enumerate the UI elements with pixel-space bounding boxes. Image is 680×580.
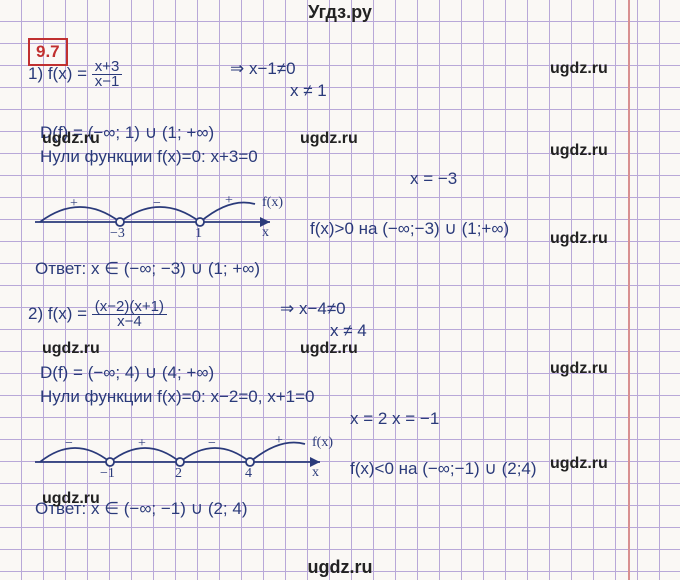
p2-xlabel: x bbox=[312, 465, 319, 480]
p2-condition1: ⇒ x−4≠0 bbox=[280, 298, 346, 320]
watermark-text: ugdz.ru bbox=[550, 360, 608, 378]
p2-flabel: f(x) bbox=[312, 435, 333, 450]
p2-sign1: − bbox=[65, 436, 73, 451]
p2-nuli-solution: x = 2 x = −1 bbox=[350, 408, 439, 430]
site-footer: ugdz.ru bbox=[0, 557, 680, 578]
p1-condition1: ⇒ x−1≠0 bbox=[230, 58, 296, 80]
p1-answer: Ответ: x ∈ (−∞; −3) ∪ (1; +∞) bbox=[35, 258, 260, 280]
p1-pt1: −3 bbox=[110, 226, 125, 241]
p2-pt3: 4 bbox=[245, 466, 252, 481]
watermark-text: ugdz.ru bbox=[550, 60, 608, 78]
watermark-text: ugdz.ru bbox=[550, 142, 608, 160]
p1-func-label: 1) f(x) = x+3 x−1 bbox=[28, 60, 122, 89]
watermark-text: ugdz.ru bbox=[550, 455, 608, 473]
p2-sign4: + bbox=[275, 433, 283, 448]
red-margin-line bbox=[628, 0, 630, 580]
p1-flabel: f(x) bbox=[262, 195, 283, 210]
p2-nuli: Нули функции f(x)=0: x−2=0, x+1=0 bbox=[40, 386, 314, 408]
site-header: Угдз.ру bbox=[0, 2, 680, 23]
p2-fraction: (x−2)(x+1) x−4 bbox=[92, 300, 167, 329]
p1-fraction: x+3 x−1 bbox=[92, 60, 123, 89]
p1-xlabel: x bbox=[262, 225, 269, 240]
p1-sign-minus: − bbox=[153, 196, 161, 211]
p1-pt2: 1 bbox=[195, 226, 202, 241]
watermark-text: ugdz.ru bbox=[300, 130, 358, 148]
watermark-text: ugdz.ru bbox=[300, 340, 358, 358]
p1-f-positive: f(x)>0 на (−∞;−3) ∪ (1;+∞) bbox=[310, 218, 509, 240]
p2-pt2: 2 bbox=[175, 466, 182, 481]
watermark-text: ugdz.ru bbox=[550, 230, 608, 248]
p2-pt1: −1 bbox=[100, 466, 115, 481]
p1-nuli: Нули функции f(x)=0: x+3=0 bbox=[40, 146, 258, 168]
watermark-text: ugdz.ru bbox=[42, 340, 100, 358]
p2-condition2: x ≠ 4 bbox=[330, 320, 367, 342]
watermark-text: ugdz.ru bbox=[42, 130, 100, 148]
p1-nuli-solution: x = −3 bbox=[410, 168, 457, 190]
p1-sign-plus2: + bbox=[225, 193, 233, 208]
p2-func-label: 2) f(x) = (x−2)(x+1) x−4 bbox=[28, 300, 167, 329]
p1-sign-plus1: + bbox=[70, 196, 78, 211]
p1-sign-diagram: + − + −3 1 f(x) x bbox=[30, 182, 290, 242]
p2-sign2: + bbox=[138, 436, 146, 451]
p2-domain: D(f) = (−∞; 4) ∪ (4; +∞) bbox=[40, 362, 214, 384]
p2-f-negative: f(x)<0 на (−∞;−1) ∪ (2;4) bbox=[350, 458, 537, 480]
p2-sign-diagram: − + − + −1 2 4 f(x) x bbox=[30, 422, 340, 482]
p2-sign3: − bbox=[208, 436, 216, 451]
p1-condition2: x ≠ 1 bbox=[290, 80, 327, 102]
watermark-text: ugdz.ru bbox=[42, 490, 100, 508]
